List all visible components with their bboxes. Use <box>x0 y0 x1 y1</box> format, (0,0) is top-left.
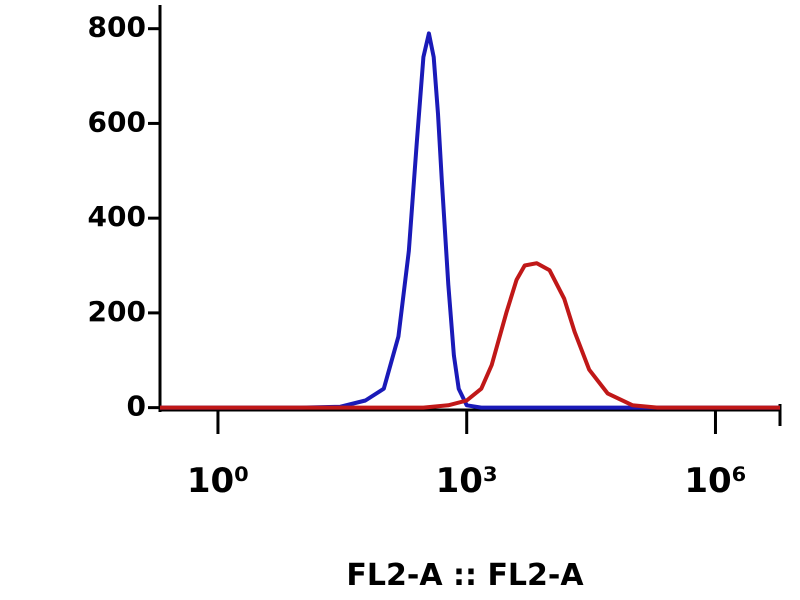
y-tick-label: 800 <box>88 11 146 44</box>
x-tick-label: 10⁶ <box>684 461 746 501</box>
histogram-line <box>160 31 780 410</box>
x-axis-label: FL2-A :: FL2-A <box>346 558 584 593</box>
histogram-line <box>160 261 780 410</box>
y-tick-label: 600 <box>88 105 146 138</box>
x-tick-label: 10⁰ <box>187 461 249 501</box>
y-tick-label: 400 <box>88 200 146 233</box>
x-tick-label: 10³ <box>436 461 498 501</box>
y-tick-label: 200 <box>88 295 146 328</box>
y-tick-label: 0 <box>127 390 146 423</box>
